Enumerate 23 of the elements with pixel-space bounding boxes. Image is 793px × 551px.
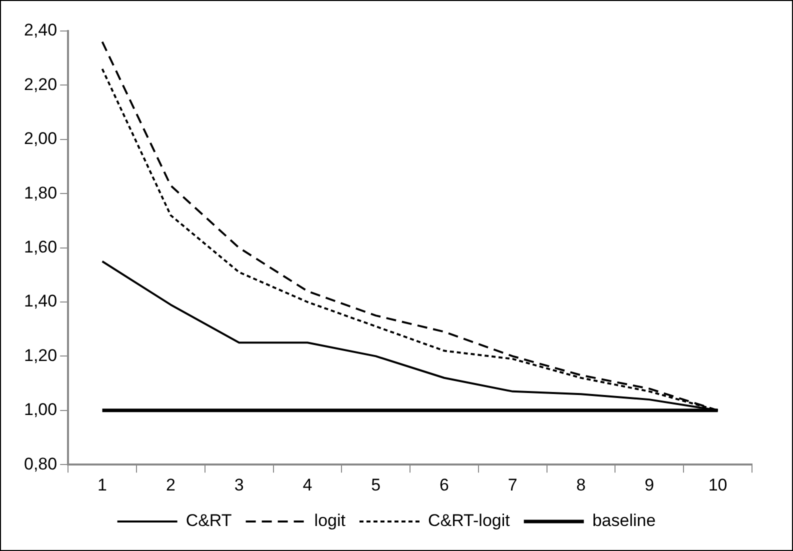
x-tick-label: 7	[508, 475, 518, 494]
x-tick-label: 4	[302, 475, 312, 494]
y-tick-label: 0,80	[24, 454, 58, 474]
x-tick-label: 6	[440, 475, 449, 494]
y-tick-label: 2,00	[24, 129, 58, 148]
x-tick-label: 3	[234, 475, 244, 494]
y-tick-label: 1,80	[24, 183, 58, 202]
x-tick-label: 2	[166, 475, 176, 494]
x-tick-label: 10	[708, 475, 728, 494]
x-tick-label: 8	[576, 475, 586, 494]
legend-label: logit	[314, 511, 346, 530]
legend-label: C&RT-logit	[428, 511, 510, 530]
y-tick-label: 1,20	[24, 346, 58, 365]
y-tick-label: 1,60	[24, 237, 58, 256]
x-tick-label: 9	[644, 475, 654, 494]
y-tick-label: 1,00	[24, 400, 58, 420]
legend-label: C&RT	[186, 511, 232, 530]
y-tick-label: 2,20	[24, 74, 58, 94]
x-tick-label: 1	[98, 475, 108, 494]
x-tick-label: 5	[371, 475, 381, 494]
legend-label: baseline	[592, 511, 656, 530]
y-tick-label: 1,40	[24, 292, 58, 311]
y-tick-label: 2,40	[24, 20, 58, 40]
